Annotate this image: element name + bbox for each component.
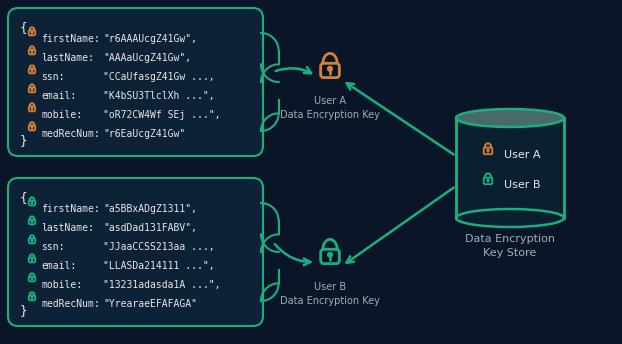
Text: "13231adasda1A ...",: "13231adasda1A ...", (103, 280, 221, 290)
FancyBboxPatch shape (29, 257, 35, 262)
Text: "K4bSU3TlclXh ...",: "K4bSU3TlclXh ...", (103, 91, 215, 101)
Circle shape (31, 259, 33, 260)
FancyBboxPatch shape (29, 219, 35, 224)
FancyBboxPatch shape (8, 8, 263, 156)
Circle shape (31, 239, 33, 241)
Text: medRecNum:: medRecNum: (41, 129, 100, 139)
Text: }: } (20, 304, 27, 317)
FancyBboxPatch shape (29, 295, 35, 300)
Text: "r6EaUcgZ41Gw": "r6EaUcgZ41Gw" (103, 129, 185, 139)
Text: {: { (20, 21, 27, 34)
Text: "CCaUfasgZ41Gw ...,: "CCaUfasgZ41Gw ..., (103, 72, 215, 82)
Text: "a5BBxADgZ1311",: "a5BBxADgZ1311", (103, 204, 197, 214)
Text: firstName:: firstName: (41, 34, 100, 44)
Circle shape (487, 179, 489, 181)
Ellipse shape (456, 209, 564, 227)
FancyBboxPatch shape (29, 201, 35, 205)
Circle shape (31, 51, 33, 52)
Text: "asdDad131FABV",: "asdDad131FABV", (103, 223, 197, 233)
Ellipse shape (456, 109, 564, 127)
Text: email:: email: (41, 91, 77, 101)
Text: email:: email: (41, 261, 77, 271)
FancyBboxPatch shape (320, 249, 340, 264)
Text: "JJaaCCSS213aa ...,: "JJaaCCSS213aa ..., (103, 242, 215, 252)
Text: firstName:: firstName: (41, 204, 100, 214)
Polygon shape (456, 118, 564, 218)
Text: lastName:: lastName: (41, 53, 94, 63)
Text: "r6AAAUcgZ41Gw",: "r6AAAUcgZ41Gw", (103, 34, 197, 44)
Text: ssn:: ssn: (41, 242, 65, 252)
Circle shape (31, 88, 33, 90)
Circle shape (31, 32, 33, 33)
Circle shape (328, 252, 332, 257)
FancyBboxPatch shape (29, 277, 35, 281)
Text: }: } (20, 134, 27, 147)
Text: mobile:: mobile: (41, 280, 82, 290)
FancyBboxPatch shape (484, 178, 493, 184)
FancyBboxPatch shape (484, 148, 493, 154)
Text: Data Encryption
Key Store: Data Encryption Key Store (465, 234, 555, 258)
Text: medRecNum:: medRecNum: (41, 299, 100, 309)
Text: User A: User A (504, 150, 541, 160)
FancyBboxPatch shape (29, 126, 35, 130)
Text: lastName:: lastName: (41, 223, 94, 233)
Text: "oR72CW4Wf SEj ...",: "oR72CW4Wf SEj ...", (103, 110, 221, 120)
Text: mobile:: mobile: (41, 110, 82, 120)
FancyBboxPatch shape (320, 63, 340, 78)
FancyBboxPatch shape (8, 178, 263, 326)
Circle shape (31, 221, 33, 222)
FancyBboxPatch shape (29, 50, 35, 54)
Text: "YrearaeEFAFAGA": "YrearaeEFAFAGA" (103, 299, 197, 309)
FancyBboxPatch shape (29, 87, 35, 93)
FancyBboxPatch shape (29, 106, 35, 111)
Circle shape (31, 202, 33, 203)
Circle shape (31, 127, 33, 128)
Circle shape (31, 108, 33, 109)
Text: User A
Data Encryption Key: User A Data Encryption Key (280, 96, 380, 120)
Circle shape (31, 69, 33, 71)
FancyBboxPatch shape (29, 68, 35, 73)
Text: "AAAaUcgZ41Gw",: "AAAaUcgZ41Gw", (103, 53, 191, 63)
Circle shape (328, 66, 332, 71)
Text: ssn:: ssn: (41, 72, 65, 82)
Text: {: { (20, 191, 27, 204)
FancyBboxPatch shape (29, 238, 35, 244)
Circle shape (31, 278, 33, 279)
Circle shape (487, 149, 489, 151)
Text: "LLASDa214111 ...",: "LLASDa214111 ...", (103, 261, 215, 271)
Circle shape (31, 297, 33, 298)
Text: User B: User B (504, 180, 541, 190)
FancyBboxPatch shape (29, 31, 35, 35)
Text: User B
Data Encryption Key: User B Data Encryption Key (280, 282, 380, 306)
